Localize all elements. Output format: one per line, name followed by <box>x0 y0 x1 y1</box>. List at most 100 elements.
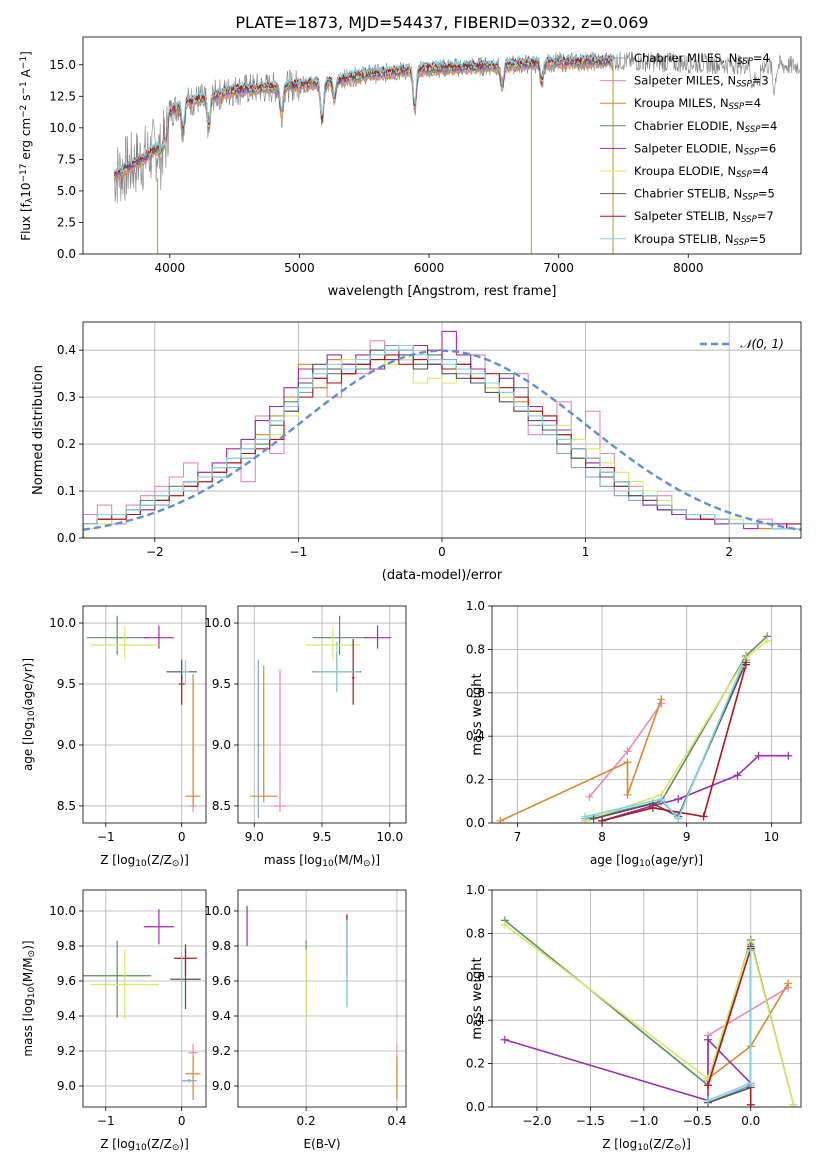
legend-text: Kroupa MILES, N <box>634 96 729 110</box>
axes-spectrum: 4000 5000 6000 7000 8000 0.0 2.5 5.0 7.5 10.0 12.5… <box>19 36 802 299</box>
legend-sub: SSP <box>745 125 761 135</box>
model-spectrum-line <box>113 60 613 183</box>
legend-label: Salpeter ELODIE, NSSP=6 <box>634 141 776 157</box>
label-part: (Z/Z <box>649 1137 674 1151</box>
legend-sub: SSP <box>742 193 758 203</box>
label-part: ⊙ <box>674 1143 682 1153</box>
label-part: Z [log <box>602 1137 637 1151</box>
weight-marker <box>657 795 666 804</box>
legend-label: Kroupa MILES, NSSP=4 <box>634 96 761 112</box>
label-part: )] <box>179 1137 188 1151</box>
y-tick-label: 0.6 <box>466 970 485 984</box>
weight-marker <box>763 636 772 645</box>
x-tick-label: −1 <box>97 1114 115 1128</box>
weight-line <box>500 699 663 822</box>
x-tick-label: 9.0 <box>245 830 264 844</box>
weight-line <box>504 924 795 1106</box>
y-tick-label: 8.5 <box>212 799 231 813</box>
y-tick-label: 12.5 <box>49 89 76 103</box>
y-tick-label: 9.5 <box>57 677 76 691</box>
plot-spectrum <box>113 51 800 254</box>
weight-marker <box>703 1096 712 1105</box>
axes-mass_vs_Z: −1 09.09.29.49.69.810.0Z [log10(Z/Z⊙)]mas… <box>21 889 207 1153</box>
legend-text: Chabrier ELODIE, N <box>634 119 745 133</box>
label-part: ⊙ <box>172 859 180 869</box>
legend-sub: SSP <box>741 215 757 225</box>
axes-frame <box>82 36 802 255</box>
y-tick-label: 0.4 <box>57 343 76 357</box>
weight-marker <box>585 792 594 801</box>
legend-suffix: =4 <box>760 119 777 133</box>
axes-frame <box>237 605 407 824</box>
x-tick-label: 1 <box>582 545 590 559</box>
legend-suffix: =4 <box>744 96 761 110</box>
label-part: mass [log <box>264 853 322 867</box>
weight-marker <box>674 795 683 804</box>
y-tick-label: 1.0 <box>466 883 485 897</box>
legend-sub: SSP <box>734 238 750 248</box>
weight-marker <box>623 758 632 767</box>
y-tick-label: 0.8 <box>466 926 485 940</box>
x-tick-label: −1 <box>290 545 308 559</box>
axes-frame <box>82 889 207 1108</box>
legend-label: Salpeter MILES, NSSP=3 <box>634 74 769 90</box>
label-part: 10 <box>27 987 37 999</box>
y-tick-label: 0.4 <box>466 1013 485 1027</box>
label-part: (Z/Z <box>147 853 172 867</box>
gaussian-curve <box>83 349 801 531</box>
legend-sub: SSP <box>737 57 753 67</box>
legend-label: Salpeter STELIB, NSSP=7 <box>634 209 774 225</box>
y-tick-label: 9.4 <box>57 1009 76 1023</box>
y-tick-label: 2.5 <box>57 215 76 229</box>
label-part: )] <box>371 853 380 867</box>
plot-weight_vs_age <box>496 632 793 823</box>
x-tick-label: 5000 <box>284 261 315 275</box>
weight-marker <box>496 816 505 823</box>
legend-suffix: =7 <box>757 209 774 223</box>
legend-label: Chabrier STELIB, NSSP=5 <box>634 187 775 203</box>
legend-sub: SSP <box>736 170 752 180</box>
label-part: (Z/Z <box>147 1137 172 1151</box>
label-part: mass [log <box>21 998 35 1056</box>
legend-sub: SSP <box>736 80 752 90</box>
legend-text: Salpeter STELIB, N <box>634 209 741 223</box>
weight-marker <box>581 812 590 821</box>
y-axis-label: mass weight <box>470 673 485 755</box>
weight-line <box>707 982 789 1080</box>
y-tick-label: 9.8 <box>212 939 231 953</box>
x-tick-label: 0 <box>178 1114 186 1128</box>
grid-mass_vs_EBV <box>238 890 406 1107</box>
y-tick-label: 0.0 <box>57 531 76 545</box>
y-tick-label: 0.8 <box>466 642 485 656</box>
model-spectrum-line <box>113 52 614 173</box>
plot-residuals <box>83 330 801 538</box>
x-axis-label: Z [log10(Z/Z⊙)] <box>602 1137 691 1153</box>
y-tick-label: 10.0 <box>204 616 231 630</box>
weight-marker <box>674 814 683 823</box>
weight-marker <box>754 751 763 760</box>
grid-mass_vs_Z <box>83 890 206 1107</box>
label-part: 10 <box>639 859 651 869</box>
label-part: (M/M <box>21 957 35 986</box>
y-tick-label: 10.0 <box>49 616 76 630</box>
x-tick-label: 9.5 <box>312 830 331 844</box>
weight-marker <box>500 920 509 929</box>
weight-marker <box>657 695 666 704</box>
axes-weight_vs_Z: −2.0 −1.5 −1.0 −0.5 0.0 0.0 0.2 0.4 0.6 0.8 1.0 Z [… <box>466 883 802 1153</box>
x-tick-label: 7 <box>514 830 522 844</box>
x-tick-label: 0 <box>178 830 186 844</box>
label-part: (M/M <box>334 853 363 867</box>
weight-marker <box>598 816 607 823</box>
plot-weight_vs_Z <box>500 916 798 1107</box>
x-axis-label: age [log10(age/yr)] <box>590 853 703 869</box>
axes-frame <box>491 605 802 824</box>
label-part: −1 <box>19 81 29 94</box>
y-tick-label: 5.0 <box>57 184 76 198</box>
axes-age_vs_Z: −1 08.59.09.510.0Z [log10(Z/Z⊙)]age [log1… <box>21 605 207 869</box>
label-part: 10 <box>135 1143 147 1153</box>
weight-line <box>707 986 789 1081</box>
x-tick-label: 8000 <box>673 261 704 275</box>
y-axis-label: Flux [fλ10−17 erg cm−2 s−1 A−1] <box>19 51 35 241</box>
y-tick-label: 9.6 <box>57 974 76 988</box>
